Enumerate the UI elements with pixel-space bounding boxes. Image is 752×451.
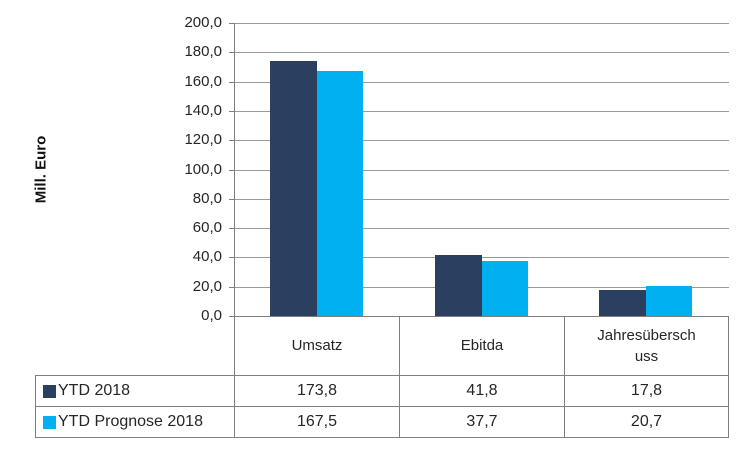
plot-area [229,23,729,317]
gridline [235,228,729,230]
legend-label-ytd-2018: YTD 2018 [58,382,131,399]
legend-entry-ytd-2018[interactable]: YTD 2018 [36,376,234,406]
gridline [235,198,729,200]
bar-ytd2018-umsatz[interactable] [270,61,317,316]
bar-ytd2018-jahresueberschuss[interactable] [599,289,646,316]
legend-swatch-ytd-2018 [43,384,56,398]
gridline [235,257,729,259]
y-axis-tick-mark [229,110,235,112]
category-cell-umsatz: Umsatz [234,316,399,375]
value-ytdprognose2018-umsatz: 167,5 [234,407,399,437]
category-cell-ebitda: Ebitda [399,316,564,375]
y-axis-tick-mark [229,316,235,317]
data-table-category-row: Umsatz Ebitda Jahresübersch uss [234,316,729,375]
y-axis-tick-mark [229,81,235,83]
y-axis-title: Mill. Euro [24,23,58,316]
category-cell-jahresueberschuss: Jahresübersch uss [564,316,729,375]
value-ytd2018-umsatz: 173,8 [234,376,399,406]
y-tick-label: 60,0 [192,219,222,237]
y-tick-label: 200,0 [184,14,222,31]
table-row-ytd-prognose-2018: YTD Prognose 2018 167,5 37,7 20,7 [36,406,728,437]
y-tick-label: 120,0 [184,131,222,149]
y-axis-tick-mark [229,198,235,200]
bar-ytdprognose2018-umsatz[interactable] [316,70,363,316]
gridline [235,169,729,171]
bar-group-ebitda [435,254,528,316]
y-axis-title-text: Mill. Euro [32,135,50,204]
value-ytdprognose2018-ebitda: 37,7 [399,407,564,437]
y-axis-tick-mark [229,286,235,288]
legend-entry-ytd-prognose-2018[interactable]: YTD Prognose 2018 [36,407,234,437]
value-ytd2018-ebitda: 41,8 [399,376,564,406]
y-tick-label: 160,0 [184,72,222,90]
y-axis-tick-mark [229,257,235,259]
y-tick-label: 140,0 [184,101,222,119]
data-table-body: YTD 2018 173,8 41,8 17,8 YTD Prognose 20… [35,375,729,438]
y-tick-label: 80,0 [192,189,222,207]
y-tick-label: 180,0 [184,43,222,61]
y-axis-tick-mark [229,140,235,142]
y-axis-tick-labels: 200,0 180,0 160,0 140,0 120,0 100,0 80,0 60,0 40… [60,14,222,324]
bar-ytdprognose2018-jahresueberschuss[interactable] [645,285,692,316]
value-ytdprognose2018-jahresueberschuss: 20,7 [564,407,728,437]
y-axis-tick-mark [229,23,235,24]
gridline [235,110,729,112]
y-axis-tick-mark [229,228,235,230]
y-axis-tick-mark [229,52,235,54]
table-row-ytd-2018: YTD 2018 173,8 41,8 17,8 [36,376,728,406]
bar-ytd2018-ebitda[interactable] [435,254,482,316]
value-ytd2018-jahresueberschuss: 17,8 [564,376,728,406]
bar-group-jahresueberschuss [599,285,692,316]
y-tick-label: 100,0 [184,160,222,178]
bar-ytdprognose2018-ebitda[interactable] [481,260,528,316]
y-tick-label: 0,0 [201,307,222,324]
gridline [235,23,729,24]
gridline [235,81,729,83]
data-table: Umsatz Ebitda Jahresübersch uss YTD 2018… [35,316,729,438]
y-tick-label: 40,0 [192,248,222,266]
legend-label-ytd-prognose-2018: YTD Prognose 2018 [58,413,203,430]
gridline [235,140,729,142]
legend-swatch-ytd-prognose-2018 [43,415,56,429]
y-tick-label: 20,0 [192,277,222,295]
bar-group-umsatz [270,61,363,316]
gridline [235,52,729,54]
y-axis-tick-mark [229,169,235,171]
